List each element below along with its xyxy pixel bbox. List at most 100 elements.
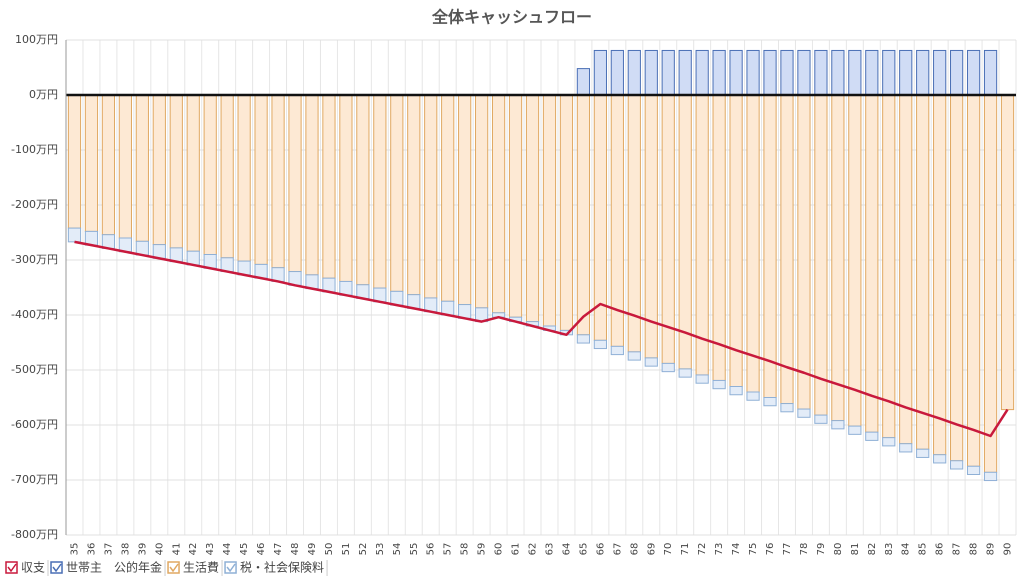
x-tick-label: 75 (748, 543, 759, 556)
bar (441, 94, 455, 302)
balance-line (74, 240, 1009, 438)
bar (933, 94, 947, 456)
legend-label[interactable]: 世帯主 公的年金 (66, 560, 162, 575)
x-tick-label: 60 (494, 543, 505, 556)
legend-box[interactable] (5, 561, 18, 574)
bar (882, 49, 896, 96)
bar (305, 94, 319, 276)
x-tick-label: 66 (595, 543, 606, 556)
bar (67, 227, 82, 243)
x-tick-label: 68 (629, 543, 640, 556)
bar (661, 94, 675, 364)
bar (593, 49, 607, 96)
legend-label[interactable]: 生活費 (183, 560, 219, 575)
x-tick-label: 48 (290, 543, 301, 556)
bar (712, 94, 726, 381)
bar (67, 94, 82, 229)
x-tick-label: 73 (714, 543, 725, 556)
bar (831, 94, 845, 422)
x-tick-label: 43 (205, 543, 216, 556)
x-tick-label: 40 (154, 543, 165, 556)
bar (559, 94, 574, 331)
bar (491, 94, 506, 314)
y-tick-label: -100万円 (11, 143, 58, 156)
bar (814, 414, 828, 424)
x-tick-label: 62 (528, 543, 539, 556)
y-tick-label: -500万円 (11, 363, 58, 376)
x-tick-label: 65 (578, 543, 589, 556)
legend-box[interactable] (50, 561, 63, 574)
x-tick-label: 57 (443, 543, 454, 556)
bar (983, 49, 998, 96)
bar (101, 94, 116, 236)
bar (933, 49, 947, 96)
bar (288, 94, 302, 273)
bar (627, 351, 641, 361)
bar (797, 94, 811, 410)
bar (950, 460, 964, 470)
x-tick-label: 74 (731, 543, 742, 556)
y-tick-label: 100万円 (15, 33, 58, 46)
x-tick-label: 78 (799, 543, 810, 556)
bar (458, 94, 472, 306)
legend-check (226, 563, 236, 573)
bar (831, 420, 845, 430)
bar (916, 94, 930, 450)
legend-box[interactable] (224, 561, 237, 574)
bar (695, 94, 709, 376)
bar (882, 94, 896, 439)
bar (1000, 94, 1015, 411)
bar (627, 49, 641, 96)
bar (983, 471, 998, 482)
bar (186, 94, 200, 252)
bar (797, 408, 811, 418)
x-tick-label: 49 (307, 543, 318, 556)
bar (966, 49, 981, 96)
x-tick-label: 67 (612, 543, 623, 556)
x-tick-label: 83 (884, 543, 895, 556)
x-tick-label: 79 (816, 543, 827, 556)
bar (780, 49, 794, 96)
bar (678, 49, 692, 96)
bar (525, 94, 540, 323)
x-tick-label: 51 (341, 543, 352, 556)
bar (169, 94, 183, 249)
x-tick-label: 76 (765, 543, 776, 556)
x-tick-label: 39 (137, 543, 148, 556)
bar (865, 431, 879, 441)
bar (610, 345, 624, 356)
y-tick-label: 0万円 (29, 88, 58, 101)
bar (966, 465, 981, 475)
bar (644, 49, 658, 96)
legend-check (52, 563, 62, 573)
bar (950, 49, 964, 96)
x-tick-label: 55 (409, 543, 420, 556)
chart-title: 全体キャッシュフロー (431, 8, 592, 27)
bar (899, 49, 913, 96)
y-tick-label: -800万円 (11, 528, 58, 541)
bar (356, 94, 370, 286)
bar (831, 49, 845, 96)
x-tick-label: 84 (901, 543, 912, 556)
y-tick-label: -300万円 (11, 253, 58, 266)
bar (950, 94, 964, 462)
x-tick-label: 58 (460, 543, 471, 556)
bar (254, 94, 268, 265)
legend-label[interactable]: 税・社会保険料 (240, 560, 324, 575)
legend-box[interactable] (167, 561, 180, 574)
bar (882, 437, 896, 447)
legend-label[interactable]: 収支 (21, 561, 45, 575)
y-tick-label: -400万円 (11, 308, 58, 321)
x-tick-label: 81 (850, 543, 861, 556)
bar (916, 49, 930, 96)
bar (593, 339, 607, 350)
bar (848, 425, 862, 435)
bar (135, 94, 149, 242)
x-tick-label: 89 (986, 543, 997, 556)
bar (508, 94, 523, 318)
x-tick-label: 69 (646, 543, 657, 556)
bar (678, 368, 692, 378)
bar (322, 94, 336, 279)
bar (746, 49, 760, 96)
bar (729, 94, 743, 387)
